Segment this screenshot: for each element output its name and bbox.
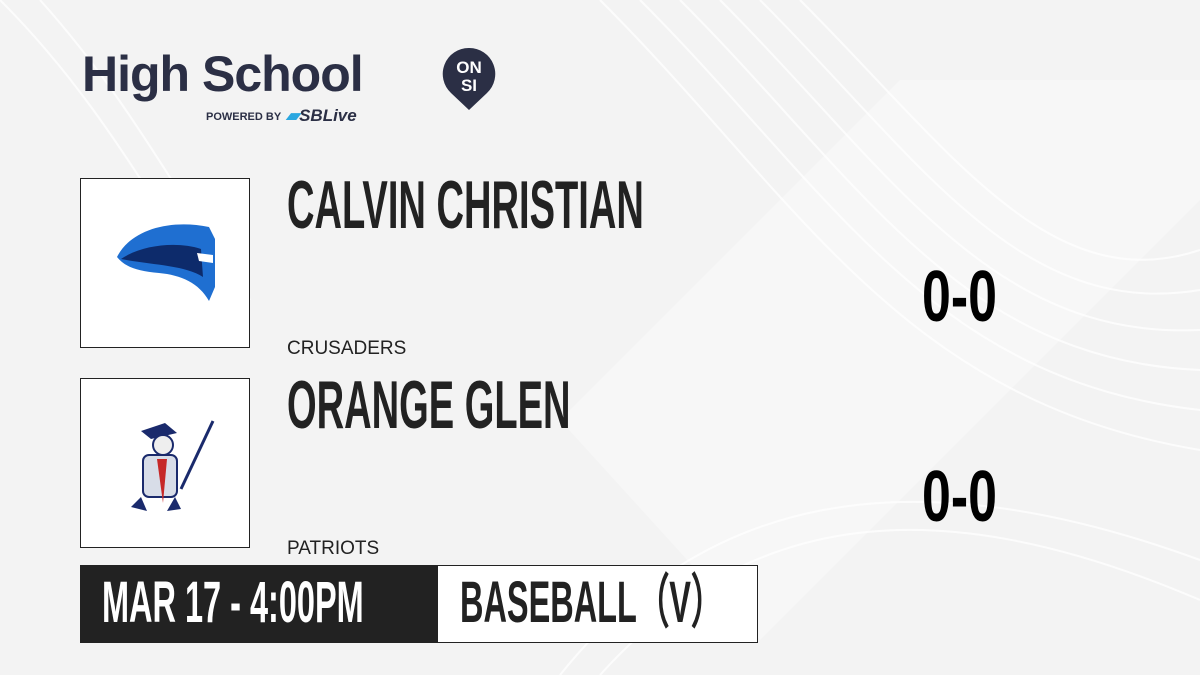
team-score: 0-0 (922, 457, 997, 537)
sblive-logo: ▰SBLive (286, 106, 357, 126)
game-sport: BASEBALL（V） (460, 570, 724, 635)
badge-top: ON (456, 58, 482, 77)
crusader-helmet-icon (117, 224, 215, 301)
badge-bottom: SI (461, 76, 477, 95)
team-logo-calvin-christian (80, 178, 250, 348)
on-si-pin-icon: ON SI (442, 47, 496, 110)
team-mascot: PATRIOTS (287, 538, 380, 559)
sblive-text: SBLive (299, 106, 357, 125)
sblive-s-icon: ▰ (286, 106, 300, 125)
team-name: ORANGE GLEN (287, 367, 571, 443)
game-sport-box: BASEBALL（V） (437, 565, 758, 643)
team-score: 0-0 (922, 257, 997, 337)
team-name: CALVIN CHRISTIAN (287, 167, 644, 243)
patriot-soldier-icon (131, 420, 215, 511)
game-datetime: MAR 17 - 4:00PM (102, 570, 364, 635)
team-mascot: CRUSADERS (287, 338, 407, 359)
powered-by-label: POWERED BY (206, 111, 282, 123)
brand-title: High School (82, 46, 364, 102)
team-logo-orange-glen (80, 378, 250, 548)
game-datetime-box: MAR 17 - 4:00PM (80, 565, 437, 643)
